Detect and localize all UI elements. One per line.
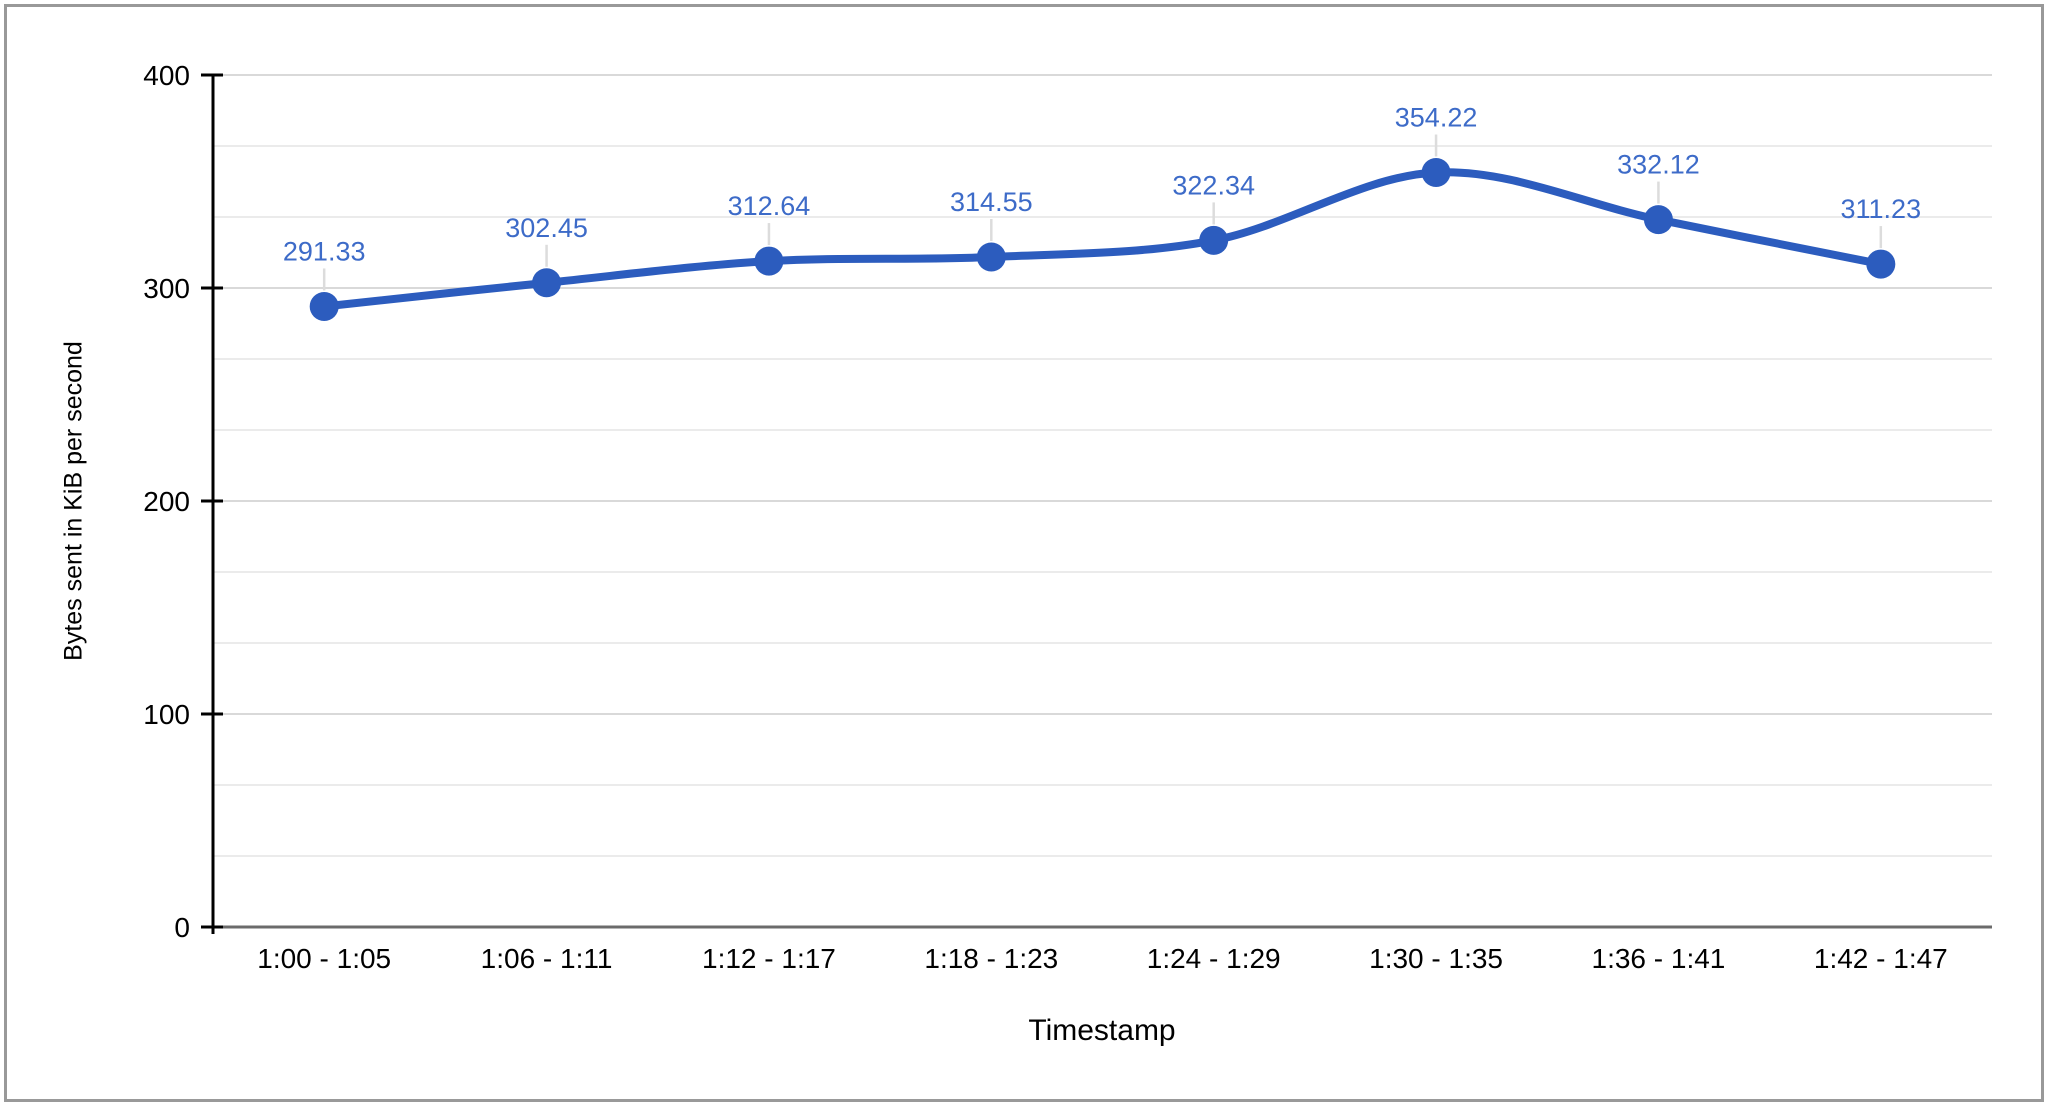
chart-frame-border (4, 4, 2044, 1102)
data-point-marker[interactable] (1421, 158, 1451, 188)
x-tick-label: 1:30 - 1:35 (1369, 943, 1503, 974)
data-point-marker[interactable] (976, 242, 1006, 272)
data-point-label: 311.23 (1841, 194, 1922, 224)
x-tick-label: 1:00 - 1:05 (257, 943, 391, 974)
x-tick-label: 1:12 - 1:17 (702, 943, 836, 974)
x-tick-label: 1:24 - 1:29 (1147, 943, 1281, 974)
y-tick-label: 300 (143, 273, 190, 304)
x-tick-label: 1:06 - 1:11 (481, 943, 613, 974)
data-point-label: 322.34 (1172, 170, 1255, 200)
data-point-marker[interactable] (1643, 205, 1673, 235)
y-tick-label: 0 (174, 912, 190, 943)
data-point-marker[interactable] (1199, 225, 1229, 255)
y-axis-title: Bytes sent in KiB per second (59, 341, 88, 661)
series-line (320, 168, 1885, 311)
data-point-label: 312.64 (728, 191, 811, 221)
y-tick-label: 200 (143, 486, 190, 517)
x-axis-title: Timestamp (1028, 1014, 1176, 1047)
x-tick-label: 1:36 - 1:41 (1592, 943, 1726, 974)
data-point-label: 332.12 (1617, 150, 1700, 180)
data-point-marker[interactable] (309, 291, 339, 321)
x-tick-label: 1:42 - 1:47 (1814, 943, 1948, 974)
y-tick-label: 400 (143, 60, 190, 91)
data-point-marker[interactable] (532, 268, 562, 298)
data-point-label: 314.55 (950, 187, 1033, 217)
data-point-marker[interactable] (1866, 249, 1896, 279)
data-point-label: 302.45 (505, 213, 588, 243)
y-tick-label: 100 (143, 699, 190, 730)
data-point-marker[interactable] (754, 246, 784, 276)
data-point-label: 354.22 (1395, 103, 1478, 133)
x-tick-label: 1:18 - 1:23 (924, 943, 1058, 974)
data-point-label: 291.33 (283, 236, 366, 266)
